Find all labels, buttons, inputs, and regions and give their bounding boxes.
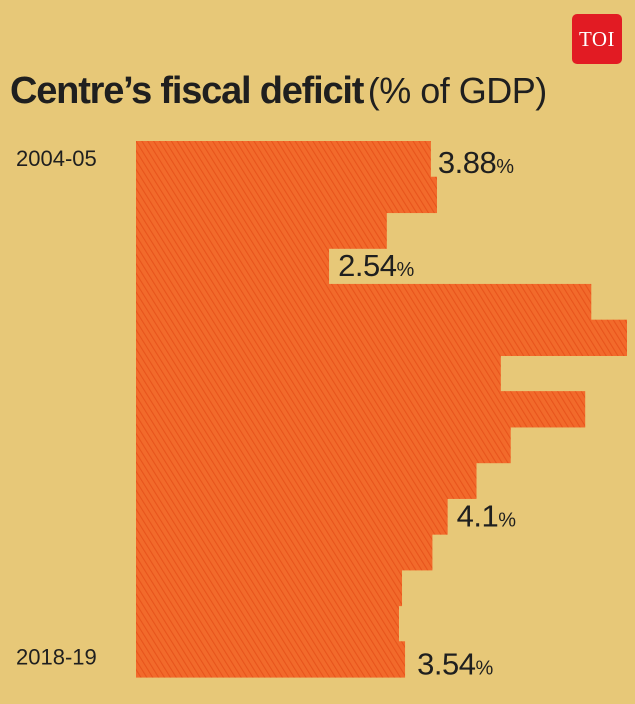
bar-2010-11 xyxy=(136,355,501,392)
year-label-2004-05: 2004-05 xyxy=(16,146,97,171)
value-label-unit: % xyxy=(496,156,514,178)
bar-2006-07 xyxy=(136,212,387,249)
bar-2017-18 xyxy=(136,605,399,642)
bar-2005-06 xyxy=(136,176,437,214)
bar-2008-09 xyxy=(136,283,592,321)
bar-2015-16 xyxy=(136,534,433,571)
bar-2004-05 xyxy=(136,141,431,178)
chart-title-unit: (% of GDP) xyxy=(367,70,548,111)
toi-logo: TOI xyxy=(572,14,622,64)
value-label-number: 3.88 xyxy=(438,145,496,180)
value-label-unit: % xyxy=(396,259,414,281)
value-label-2018-19: 3.54% xyxy=(417,646,493,681)
bar-2014-15 xyxy=(136,498,448,535)
bar-2009-10 xyxy=(136,319,627,356)
value-label-number: 3.54 xyxy=(417,646,476,681)
value-label-2007-08: 2.54% xyxy=(338,248,414,283)
bar-2016-17 xyxy=(136,569,403,607)
value-label-2014-15: 4.1% xyxy=(457,498,517,533)
bar-group xyxy=(136,141,627,678)
toi-logo-text: TOI xyxy=(578,26,616,51)
bar-2011-12 xyxy=(136,391,586,428)
value-label-2004-05: 3.88% xyxy=(438,145,514,180)
value-label-unit: % xyxy=(498,509,516,531)
value-label-number: 4.1 xyxy=(457,498,499,533)
bar-2012-13 xyxy=(136,426,511,464)
bar-2007-08 xyxy=(136,248,330,285)
bar-2013-14 xyxy=(136,462,477,499)
value-label-unit: % xyxy=(475,657,493,679)
value-label-number: 2.54 xyxy=(338,248,397,283)
year-label-2018-19: 2018-19 xyxy=(16,644,97,669)
chart-title-main: Centre’s fiscal deficit xyxy=(10,70,364,112)
bar-2018-19 xyxy=(136,641,406,678)
chart-title: Centre’s fiscal deficit (% of GDP) xyxy=(10,72,547,110)
